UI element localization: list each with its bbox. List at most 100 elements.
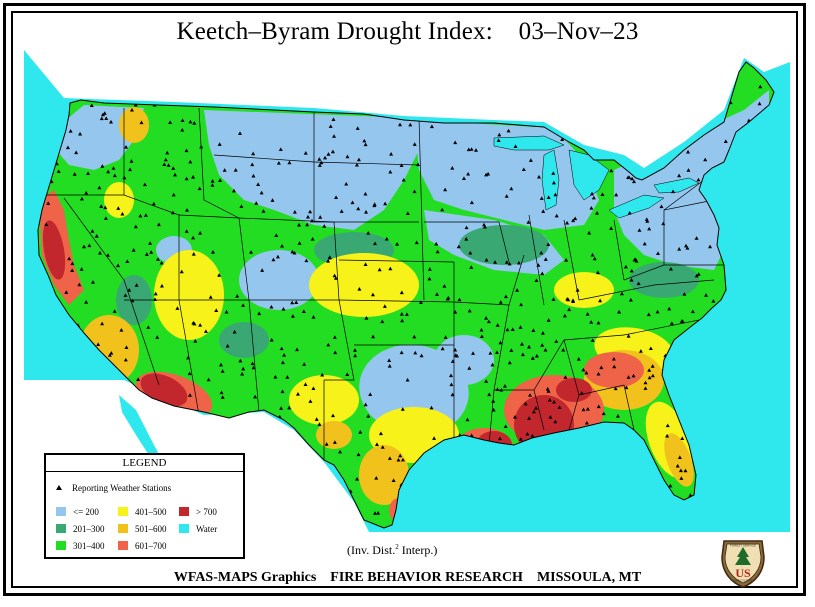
weather-station-marker <box>467 366 472 370</box>
weather-station-marker <box>116 206 121 210</box>
weather-station-marker <box>518 325 523 329</box>
weather-station-marker <box>356 157 361 162</box>
weather-station-marker <box>211 249 216 254</box>
weather-station-marker <box>112 173 117 178</box>
weather-station-marker <box>647 226 652 231</box>
weather-station-marker <box>551 171 556 175</box>
weather-station-marker <box>353 353 358 358</box>
legend-stations: Reporting Weather Stations <box>56 483 171 493</box>
weather-station-marker <box>630 176 635 181</box>
weather-station-marker <box>233 168 238 172</box>
weather-station-marker <box>318 215 323 219</box>
weather-station-marker <box>612 364 617 369</box>
weather-station-marker <box>434 241 439 246</box>
weather-station-marker <box>464 237 469 241</box>
weather-station-marker <box>579 391 584 395</box>
weather-station-marker <box>467 308 472 313</box>
legend-swatch <box>118 507 128 516</box>
weather-station-marker <box>631 179 636 184</box>
weather-station-marker <box>119 327 124 332</box>
drought-map <box>24 50 790 532</box>
logo-main-text: US <box>735 566 751 580</box>
interp-prefix: (Inv. Dist. <box>347 543 396 557</box>
state-line <box>578 384 635 431</box>
weather-station-marker <box>274 233 279 238</box>
weather-station-marker <box>100 321 105 326</box>
weather-station-marker <box>378 431 383 436</box>
weather-station-marker <box>502 383 507 388</box>
weather-station-marker <box>677 247 682 251</box>
weather-station-marker <box>372 241 377 246</box>
weather-station-marker <box>191 320 196 325</box>
weather-station-marker <box>326 152 331 156</box>
weather-station-marker <box>432 436 437 440</box>
weather-station-marker <box>506 128 511 133</box>
weather-station-marker <box>56 169 61 174</box>
zone-lte-200 <box>204 110 419 230</box>
weather-station-marker <box>587 230 592 235</box>
weather-station-marker <box>317 163 322 167</box>
legend-item: 401–500 <box>118 507 167 517</box>
weather-station-marker <box>363 402 368 407</box>
weather-station-marker <box>619 291 624 296</box>
weather-station-marker <box>333 350 338 355</box>
weather-station-marker <box>111 166 116 170</box>
weather-station-marker <box>305 222 310 227</box>
weather-station-marker <box>534 278 539 282</box>
weather-station-marker <box>153 291 158 296</box>
weather-station-marker <box>70 261 75 266</box>
weather-station-marker <box>461 176 466 181</box>
weather-station-marker <box>81 244 86 249</box>
weather-station-marker <box>362 138 367 143</box>
legend-label: 401–500 <box>135 507 167 517</box>
zone-401-500 <box>309 253 419 317</box>
weather-station-marker <box>373 511 378 515</box>
weather-station-marker <box>465 417 470 422</box>
weather-station-marker <box>601 411 606 416</box>
weather-station-marker <box>442 284 447 288</box>
weather-station-marker <box>491 407 496 412</box>
weather-station-marker <box>326 342 331 347</box>
weather-station-marker <box>217 142 222 146</box>
legend-stations-label: Reporting Weather Stations <box>72 483 172 493</box>
weather-station-marker <box>665 423 670 428</box>
weather-station-marker <box>668 266 673 271</box>
weather-station-marker <box>655 251 660 255</box>
weather-station-marker <box>450 166 455 170</box>
weather-station-marker <box>311 315 316 319</box>
weather-station-marker <box>156 222 161 227</box>
weather-station-marker <box>295 391 300 396</box>
weather-station-marker <box>596 320 601 325</box>
weather-station-marker <box>231 188 236 193</box>
zone-gt-700 <box>556 378 592 402</box>
weather-station-marker <box>131 248 136 252</box>
weather-station-marker <box>543 257 548 261</box>
weather-station-marker <box>210 178 215 183</box>
weather-station-marker <box>595 211 600 215</box>
weather-station-marker <box>136 377 141 381</box>
weather-station-marker <box>317 157 322 161</box>
weather-station-marker <box>534 353 539 358</box>
weather-station-marker <box>548 415 553 419</box>
weather-station-marker <box>84 190 89 195</box>
weather-station-marker <box>397 122 402 127</box>
weather-station-marker <box>148 241 153 245</box>
weather-station-marker <box>685 245 690 250</box>
weather-station-marker <box>723 139 728 144</box>
weather-station-marker <box>290 300 295 305</box>
weather-station-marker <box>302 362 307 366</box>
weather-station-marker <box>241 366 246 371</box>
weather-station-marker <box>100 164 105 168</box>
legend-item: <= 200 <box>56 507 99 517</box>
weather-station-marker <box>682 292 687 296</box>
weather-station-marker <box>629 268 634 273</box>
zone-501-600 <box>664 433 694 487</box>
weather-station-marker <box>332 273 337 278</box>
weather-station-marker <box>391 478 396 483</box>
map-title: Keetch–Byram Drought Index: 03–Nov–23 <box>176 18 639 45</box>
weather-station-marker <box>546 389 551 393</box>
weather-station-marker <box>565 220 570 225</box>
weather-station-marker <box>128 167 133 172</box>
weather-station-marker <box>388 266 393 271</box>
weather-station-marker <box>464 225 469 230</box>
